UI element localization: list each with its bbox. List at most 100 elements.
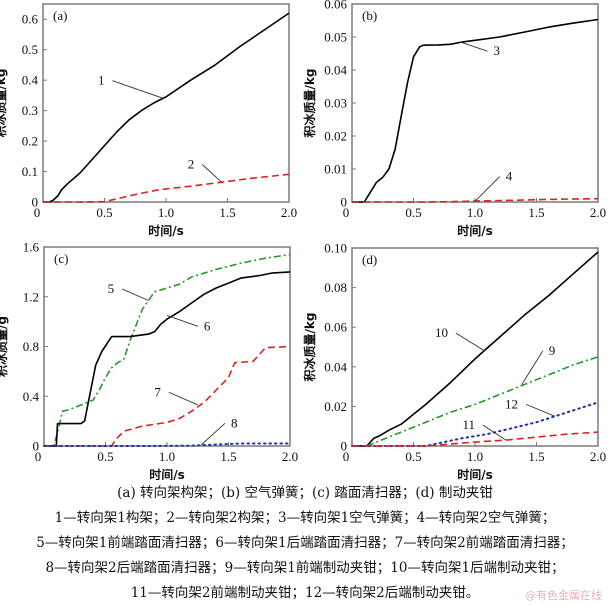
y-tick-label: 0.03 [324,96,347,111]
panel-d: 0 0.02 0.04 0.06 0.08 0.10 0 0.5 1.0 1.5 2.0 时间/s 积冰… [302,241,606,481]
y-tick-label: 0 [341,439,348,454]
x-tick-label: 1.5 [220,449,236,464]
y-tick-label: 0.10 [324,241,347,256]
y-tick-label: 1.6 [23,240,40,255]
y-tick-label: 0.3 [22,103,38,118]
x-axis-title: 时间/s [457,223,493,238]
series-line-5 [44,253,291,447]
annotation-leader [201,423,226,446]
annotation-label-4: 4 [506,169,513,184]
y-tick-label: 0.06 [324,320,347,335]
annotation-leader [168,391,198,406]
y-tick-label: 0.06 [324,0,347,12]
y-tick-label: 0 [341,195,348,210]
x-tick-label: 1.5 [219,205,235,220]
x-axis-title: 时间/s [148,223,184,238]
x-tick-label: 1.5 [528,449,544,464]
panel-label: (a) [53,8,67,23]
annotation-label-6: 6 [204,318,211,333]
y-tick-label: 0.4 [23,389,40,404]
series-line-7 [44,345,291,447]
caption-legend-line-2: 5—转向架1前端踏面清扫器；6—转向架1后端踏面清扫器；7—转向架2前端踏面清扫… [36,535,574,551]
annotation-leader [474,176,501,202]
y-axis-title: 积冰质量/kg [0,69,8,138]
caption-legend-line-3: 8—转向架2后端踏面清扫器；9—转向架1前端制动夹钳；10—转向架1后端制动夹钳… [45,560,565,576]
y-tick-label: 0.01 [324,162,347,177]
panel-label: (b) [362,8,377,23]
annotation-leader [521,350,544,385]
annotation-label-11: 11 [462,417,475,432]
x-tick-label: 2.0 [281,205,297,220]
x-tick-label: 0 [35,449,42,464]
annotation-leader [455,332,486,352]
y-tick-label: 0.4 [22,73,39,88]
x-tick-label: 1.0 [467,205,483,220]
panel-label: (c) [54,251,68,266]
x-tick-label: 0 [343,449,350,464]
annotation-leader [201,164,222,183]
y-tick-label: 0.04 [324,63,347,78]
annotation-label-12: 12 [505,396,518,411]
series-line-1 [43,12,290,203]
y-tick-label: 0.6 [22,12,39,27]
plot-frame [351,3,599,203]
series-line-6 [44,271,291,447]
x-tick-label: 1.0 [467,449,483,464]
series-line-8 [43,442,291,447]
panel-c: 0 0.4 0.8 1.2 1.6 0 0.5 1.0 1.5 2.0 时间/s 积冰质量/g (c) 5… [0,240,298,481]
annotation-label-7: 7 [154,384,161,399]
y-tick-label: 1.2 [23,289,39,304]
annotation-leader [482,424,506,441]
series-line-2 [43,173,290,203]
x-tick-label: 0 [34,205,41,220]
caption-panels: (a) 转向架构架；(b) 空气弹簧；(c) 踏面清扫器；(d) 制动夹钳 [117,485,493,501]
x-axis-title: 时间/s [149,467,185,480]
y-tick-label: 0.04 [324,359,347,374]
annotation-label-1: 1 [98,73,105,88]
x-tick-label: 1.0 [159,449,175,464]
y-tick-label: 0.1 [22,164,38,179]
y-tick-label: 0.2 [22,134,38,149]
annotation-label-8: 8 [231,415,238,430]
y-tick-label: 0 [33,439,40,454]
caption-legend-line-4: 11—转向架2前端制动夹钳；12—转向架2后端制动夹钳。 [130,585,480,601]
y-tick-label: 0.02 [324,399,347,414]
x-tick-label: 0.5 [405,205,421,220]
panel-a: 0 0.1 0.2 0.3 0.4 0.5 0.6 0 0.5 1.0 1.5 2.0 时间/s 积冰质量… [0,3,297,238]
x-tick-label: 0.5 [405,449,421,464]
annotation-label-10: 10 [435,325,448,340]
annotation-label-2: 2 [188,156,195,171]
y-axis-title: 积冰质量/kg [302,69,317,138]
y-tick-label: 0.02 [324,129,347,144]
y-tick-label: 0.05 [324,30,347,45]
annotation-label-5: 5 [108,281,115,296]
caption-legend-line-1: 1—转向架1构架；2—转向架2构架；3—转向架1空气弹簧；4—转向架2空气弹簧； [54,510,556,526]
annotation-leader [525,403,556,417]
x-tick-label: 0.5 [97,449,113,464]
plot-frame [351,247,599,447]
x-tick-label: 1.5 [528,205,544,220]
panel-label: (d) [362,252,377,267]
series-line-10 [352,251,599,447]
figure: 0 0.1 0.2 0.3 0.4 0.5 0.6 0 0.5 1.0 1.5 2.0 时间/s 积冰质量… [0,0,606,481]
annotation-leader [166,314,199,327]
annotation-label-9: 9 [549,343,556,358]
series-line-3 [352,18,599,203]
panel-b: 0 0.01 0.02 0.03 0.04 0.05 0.06 0 0.5 1.0 1.5 2.0 时间… [302,0,606,238]
x-tick-label: 0.5 [96,205,112,220]
x-tick-label: 2.0 [590,205,606,220]
x-tick-label: 2.0 [282,449,298,464]
annotation-leader [460,41,488,52]
y-tick-label: 0 [32,195,39,210]
annotation-leader [112,80,164,99]
watermark: @有色金属在线 [525,589,602,602]
series-line-9 [352,356,599,447]
y-tick-label: 0.5 [22,42,38,57]
series-line-11 [352,431,599,447]
series-line-12 [351,401,599,447]
x-tick-label: 0 [343,205,350,220]
y-tick-label: 0.08 [324,280,347,295]
x-tick-label: 2.0 [590,449,606,464]
y-tick-label: 0.8 [23,339,39,354]
x-tick-label: 1.0 [158,205,174,220]
